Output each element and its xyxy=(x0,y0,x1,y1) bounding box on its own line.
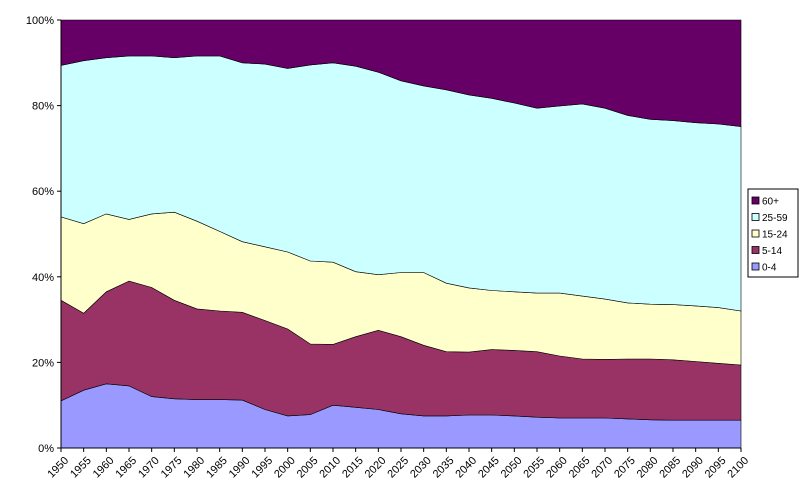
y-tick-label: 60% xyxy=(32,186,54,198)
axes xyxy=(57,19,742,452)
legend-label: 15-24 xyxy=(762,230,788,241)
y-tick-label: 100% xyxy=(26,15,54,27)
series-areas xyxy=(60,19,742,449)
legend-swatch xyxy=(751,262,760,271)
area-60plus xyxy=(60,19,742,127)
legend-swatch xyxy=(751,246,760,254)
y-tick-label: 0% xyxy=(38,443,54,455)
y-tick-label: 20% xyxy=(32,357,54,369)
legend-label: 60+ xyxy=(762,197,779,208)
y-tick-labels: 0% 20% 40% 60% 80% 100% xyxy=(26,15,54,455)
legend-label: 0-4 xyxy=(762,263,777,274)
y-tick-label: 40% xyxy=(32,272,54,284)
legend-swatch xyxy=(751,196,760,205)
legend-label: 5-14 xyxy=(762,246,782,257)
y-tick-label: 80% xyxy=(32,101,54,113)
legend: 60+ 25-59 15-24 5-14 0-4 xyxy=(747,188,799,278)
legend-label: 25-59 xyxy=(762,213,788,224)
legend-swatch xyxy=(751,213,760,221)
legend-swatch xyxy=(751,229,760,238)
